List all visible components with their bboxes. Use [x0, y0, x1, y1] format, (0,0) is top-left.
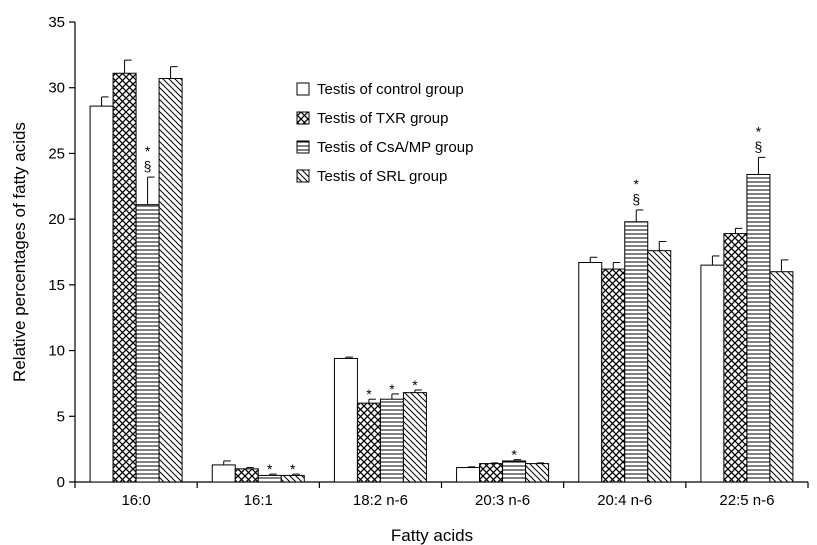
legend-label: Testis of TXR group	[317, 110, 448, 127]
x-tick-label: 20:4 n-6	[597, 492, 652, 509]
significance-section-mark: §	[632, 191, 640, 207]
y-tick-label: 30	[48, 80, 65, 97]
bar	[525, 463, 550, 483]
bar	[578, 262, 603, 483]
y-tick-label: 15	[48, 277, 65, 294]
legend: Testis of control group Testis of TXR gro…	[296, 81, 473, 185]
significance-asterisk: *	[389, 381, 395, 397]
significance-asterisk: *	[290, 461, 296, 477]
y-tick-label: 0	[57, 474, 65, 491]
y-axis-title: Relative percentages of fatty acids	[10, 122, 29, 382]
bar	[624, 221, 649, 483]
legend-swatch	[296, 111, 310, 125]
x-tick-label: 16:0	[121, 492, 150, 509]
bar	[479, 463, 504, 483]
y-tick-label: 5	[57, 408, 65, 425]
y-tick-label: 25	[48, 145, 65, 162]
bar	[112, 72, 137, 483]
x-tick-label: 16:1	[244, 492, 273, 509]
significance-asterisk: *	[267, 461, 273, 477]
y-axis: 0 5 10 15 20 25 30 35	[48, 14, 76, 491]
bar	[211, 464, 236, 483]
bar	[746, 173, 771, 483]
bar	[647, 250, 672, 483]
significance-asterisk: *	[145, 143, 151, 159]
legend-swatch	[296, 82, 310, 96]
bar	[456, 467, 481, 483]
significance-section-mark: §	[755, 138, 763, 154]
significance-asterisk: *	[412, 377, 418, 393]
significance-asterisk: *	[756, 123, 762, 139]
legend-swatch	[296, 169, 310, 183]
legend-label: Testis of SRL group	[317, 168, 447, 185]
significance-asterisk: *	[634, 176, 640, 192]
bar	[379, 398, 404, 483]
x-axis-title: Fatty acids	[391, 526, 473, 545]
y-tick-label: 10	[48, 343, 65, 360]
bar	[158, 78, 183, 483]
bar	[333, 357, 358, 483]
bar	[135, 204, 160, 483]
bar	[502, 460, 527, 483]
x-tick-label: 20:3 n-6	[475, 492, 530, 509]
legend-swatch	[296, 140, 310, 154]
x-axis: 16:0 16:1 18:2 n-6 20:3 n-6 20:4 n-6 22:5 n-6	[74, 481, 809, 509]
legend-label: Testis of control group	[317, 81, 464, 98]
significance-asterisk: *	[366, 386, 372, 402]
y-tick-label: 20	[48, 211, 65, 228]
bar	[234, 468, 259, 483]
bar	[356, 402, 381, 483]
significance-asterisk: *	[511, 447, 517, 463]
bar	[769, 271, 794, 483]
bar	[402, 392, 427, 483]
bar	[700, 264, 725, 483]
bars: **§****§*§**	[89, 59, 794, 483]
significance-section-mark: §	[144, 158, 152, 174]
bar	[723, 233, 748, 483]
legend-label: Testis of CsA/MP group	[317, 139, 473, 156]
y-tick-label: 35	[48, 14, 65, 31]
x-tick-label: 18:2 n-6	[353, 492, 408, 509]
x-tick-label: 22:5 n-6	[719, 492, 774, 509]
bar	[601, 268, 626, 483]
bar	[89, 105, 114, 483]
